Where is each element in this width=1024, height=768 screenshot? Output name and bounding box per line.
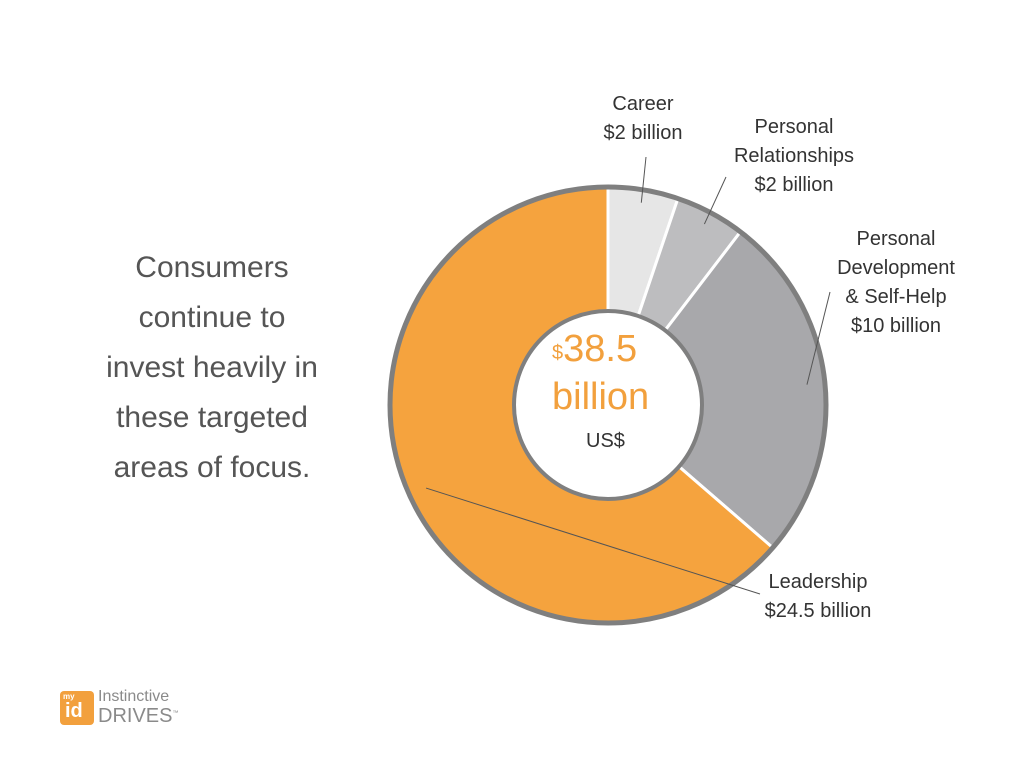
slice-group bbox=[387, 184, 829, 626]
logo-badge-large: id bbox=[65, 700, 83, 722]
slice-label-value: $2 billion bbox=[754, 174, 834, 196]
leader-line-relationships bbox=[703, 176, 727, 225]
slice-label-line: Development bbox=[837, 257, 955, 279]
headline-line: these targeted bbox=[116, 401, 308, 434]
total-amount: $38.5 bbox=[552, 330, 637, 368]
slice-label-line: Leadership bbox=[768, 571, 868, 593]
slice-label-relationships: Personal Relationships $2 billion bbox=[714, 113, 874, 200]
total-unit: billion bbox=[552, 376, 650, 418]
headline-line: Consumers bbox=[135, 251, 289, 284]
slice-label-value: $24.5 billion bbox=[764, 600, 872, 622]
total-value: 38.5 bbox=[563, 328, 638, 370]
logo-text-line2: DRIVES™ bbox=[98, 705, 178, 728]
slice-label-development: Personal Development & Self-Help $10 bil… bbox=[816, 225, 976, 341]
slice-label-line: Personal bbox=[754, 116, 834, 138]
headline-line: invest heavily in bbox=[106, 351, 318, 384]
logo-badge-small: my bbox=[63, 692, 75, 701]
leader-line-leadership bbox=[425, 487, 761, 595]
slice-label-line: & Self-Help bbox=[845, 286, 947, 308]
donut-hole bbox=[512, 309, 704, 501]
slice-label-value: $10 billion bbox=[850, 315, 942, 337]
slice-label-leadership: Leadership $24.5 billion bbox=[748, 568, 888, 626]
slice-label-line: Relationships bbox=[733, 145, 855, 167]
leader-line-career bbox=[640, 156, 647, 203]
slice-label-line: Personal bbox=[856, 228, 936, 250]
slice-label-line: Career bbox=[612, 93, 674, 115]
slice-label-value: $2 billion bbox=[603, 122, 683, 144]
slice-label-career: Career $2 billion bbox=[588, 90, 698, 148]
headline-line: areas of focus. bbox=[113, 451, 311, 484]
total-currency: US$ bbox=[586, 430, 625, 452]
logo-text-line1: Instinctive bbox=[98, 688, 170, 705]
logo-trademark: ™ bbox=[172, 710, 179, 717]
logo-wordmark: DRIVES bbox=[98, 705, 173, 727]
leader-line-group bbox=[425, 156, 831, 595]
instinctive-drives-logo: my id Instinctive DRIVES™ bbox=[60, 688, 200, 728]
leader-line-development bbox=[806, 291, 831, 385]
headline-line: continue to bbox=[138, 301, 286, 334]
total-currency-symbol: $ bbox=[552, 342, 564, 364]
headline-text: Consumers continue to invest heavily in … bbox=[78, 243, 346, 493]
donut-outer-ring bbox=[387, 184, 829, 626]
myid-badge-icon: my id bbox=[60, 691, 94, 725]
